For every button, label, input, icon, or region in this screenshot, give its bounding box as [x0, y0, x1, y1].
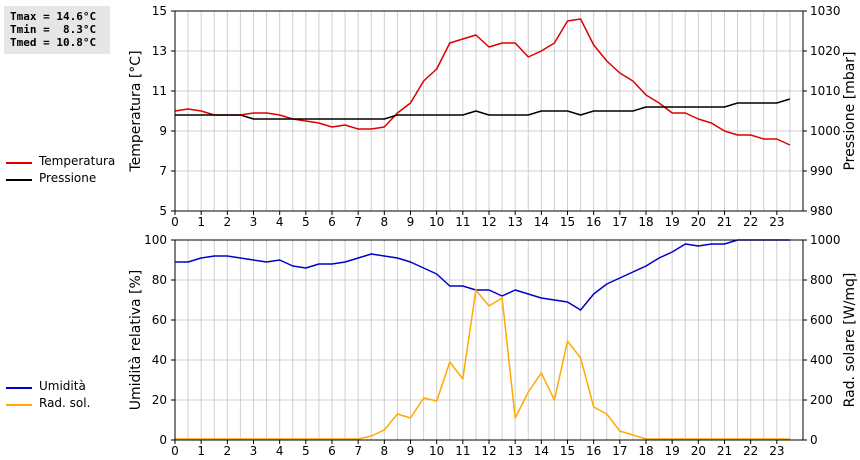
x-tick-label: 9 [407, 215, 415, 229]
x-tick-label: 0 [171, 215, 179, 229]
y-tick-label-left: 100 [144, 233, 167, 247]
x-tick-label: 2 [224, 444, 232, 458]
x-tick-label: 15 [560, 215, 575, 229]
series-line-umidit- [175, 239, 790, 311]
x-tick-label: 20 [691, 215, 706, 229]
legend-swatch-umidita [6, 387, 32, 389]
tmax-text: Tmax = 14.6°C [10, 10, 97, 23]
y-tick-label-left: 80 [152, 273, 167, 287]
series-line-rad-sol- [175, 289, 790, 440]
x-tick-label: 4 [276, 444, 284, 458]
y-tick-label-right: 0 [810, 433, 818, 447]
y-tick-label-right: 1000 [810, 124, 841, 138]
x-tick-label: 15 [560, 444, 575, 458]
x-tick-label: 6 [328, 444, 336, 458]
x-tick-label: 5 [302, 215, 310, 229]
x-tick-label: 17 [612, 215, 627, 229]
series-line-temperatura [174, 18, 791, 146]
y-tick-label-left: 11 [152, 84, 167, 98]
x-tick-label: 8 [381, 444, 389, 458]
y-tick-label-left: 60 [152, 313, 167, 327]
x-tick-label: 21 [717, 215, 732, 229]
x-tick-label: 13 [508, 444, 523, 458]
y-axis-title-right: Rad. solare [W/mq] [842, 273, 858, 408]
x-tick-label: 22 [743, 215, 758, 229]
x-tick-label: 13 [508, 215, 523, 229]
x-tick-label: 3 [250, 444, 258, 458]
x-tick-label: 7 [354, 215, 362, 229]
chart-panel-2: 0 1 2 3 4 5 6 7 8 9 10 11 12 13 14 15 16 17 18 19 20 21 22 2302… [128, 233, 858, 458]
x-tick-label: 19 [665, 444, 680, 458]
y-tick-label-left: 9 [159, 124, 167, 138]
x-tick-label: 23 [769, 215, 784, 229]
x-tick-label: 16 [586, 215, 601, 229]
y-axis-title-right: Pressione [mbar] [842, 51, 858, 170]
x-tick-label: 6 [328, 215, 336, 229]
x-tick-label: 12 [481, 444, 496, 458]
y-tick-label-right: 800 [810, 273, 833, 287]
x-tick-label: 12 [481, 215, 496, 229]
y-tick-label-left: 5 [159, 204, 167, 218]
x-tick-label: 11 [455, 215, 470, 229]
x-tick-label: 22 [743, 444, 758, 458]
x-tick-label: 3 [250, 215, 258, 229]
legend-label-pressione: Pressione [39, 171, 97, 185]
y-tick-label-left: 20 [152, 393, 167, 407]
x-tick-label: 16 [586, 444, 601, 458]
y-tick-label-left: 13 [152, 44, 167, 58]
x-tick-label: 1 [197, 215, 205, 229]
x-tick-label: 17 [612, 444, 627, 458]
y-tick-label-left: 7 [159, 164, 167, 178]
tmin-text: Tmin = 8.3°C [10, 23, 97, 36]
legend-swatch-rad-sol [6, 404, 32, 406]
y-axis-title-left: Umidità relativa [%] [128, 270, 144, 411]
y-axis-title-left: Temperatura [°C] [128, 50, 144, 172]
legend-swatch-temperatura [6, 162, 32, 164]
y-tick-label-right: 1010 [810, 84, 841, 98]
x-tick-label: 20 [691, 444, 706, 458]
x-tick-label: 0 [171, 444, 179, 458]
y-tick-label-right: 980 [810, 204, 833, 218]
x-tick-label: 21 [717, 444, 732, 458]
x-tick-label: 8 [381, 215, 389, 229]
y-tick-label-right: 600 [810, 313, 833, 327]
y-tick-label-right: 200 [810, 393, 833, 407]
x-tick-label: 23 [769, 444, 784, 458]
x-tick-label: 14 [534, 444, 549, 458]
x-tick-label: 5 [302, 444, 310, 458]
legend-swatch-pressione [6, 179, 32, 181]
legend-label-umidita: Umidità [39, 379, 86, 393]
y-tick-label-right: 990 [810, 164, 833, 178]
y-tick-label-left: 40 [152, 353, 167, 367]
y-tick-label-right: 1020 [810, 44, 841, 58]
x-tick-label: 10 [429, 215, 444, 229]
x-tick-label: 2 [224, 215, 232, 229]
x-tick-label: 19 [665, 215, 680, 229]
chart-panel-1: 0 1 2 3 4 5 6 7 8 9 10 11 12 13 14 15 16 17 18 19 20 21 22 2357… [128, 4, 858, 229]
y-tick-label-right: 1000 [810, 233, 841, 247]
x-tick-label: 4 [276, 215, 284, 229]
x-tick-label: 7 [354, 444, 362, 458]
y-tick-label-right: 400 [810, 353, 833, 367]
x-tick-label: 11 [455, 444, 470, 458]
series-line-pressione [175, 98, 791, 120]
y-tick-label-left: 15 [152, 4, 167, 18]
x-tick-label: 18 [638, 444, 653, 458]
legend-label-rad-sol: Rad. sol. [39, 396, 91, 410]
y-tick-label-left: 0 [159, 433, 167, 447]
stats-box: Tmax = 14.6°C Tmin = 8.3°C Tmed = 10.8°C [4, 6, 110, 54]
x-tick-label: 1 [197, 444, 205, 458]
x-tick-label: 14 [534, 215, 549, 229]
x-tick-label: 9 [407, 444, 415, 458]
x-tick-label: 18 [638, 215, 653, 229]
x-tick-label: 10 [429, 444, 444, 458]
tmed-text: Tmed = 10.8°C [10, 36, 97, 49]
y-tick-label-right: 1030 [810, 4, 841, 18]
legend-label-temperatura: Temperatura [39, 154, 116, 168]
